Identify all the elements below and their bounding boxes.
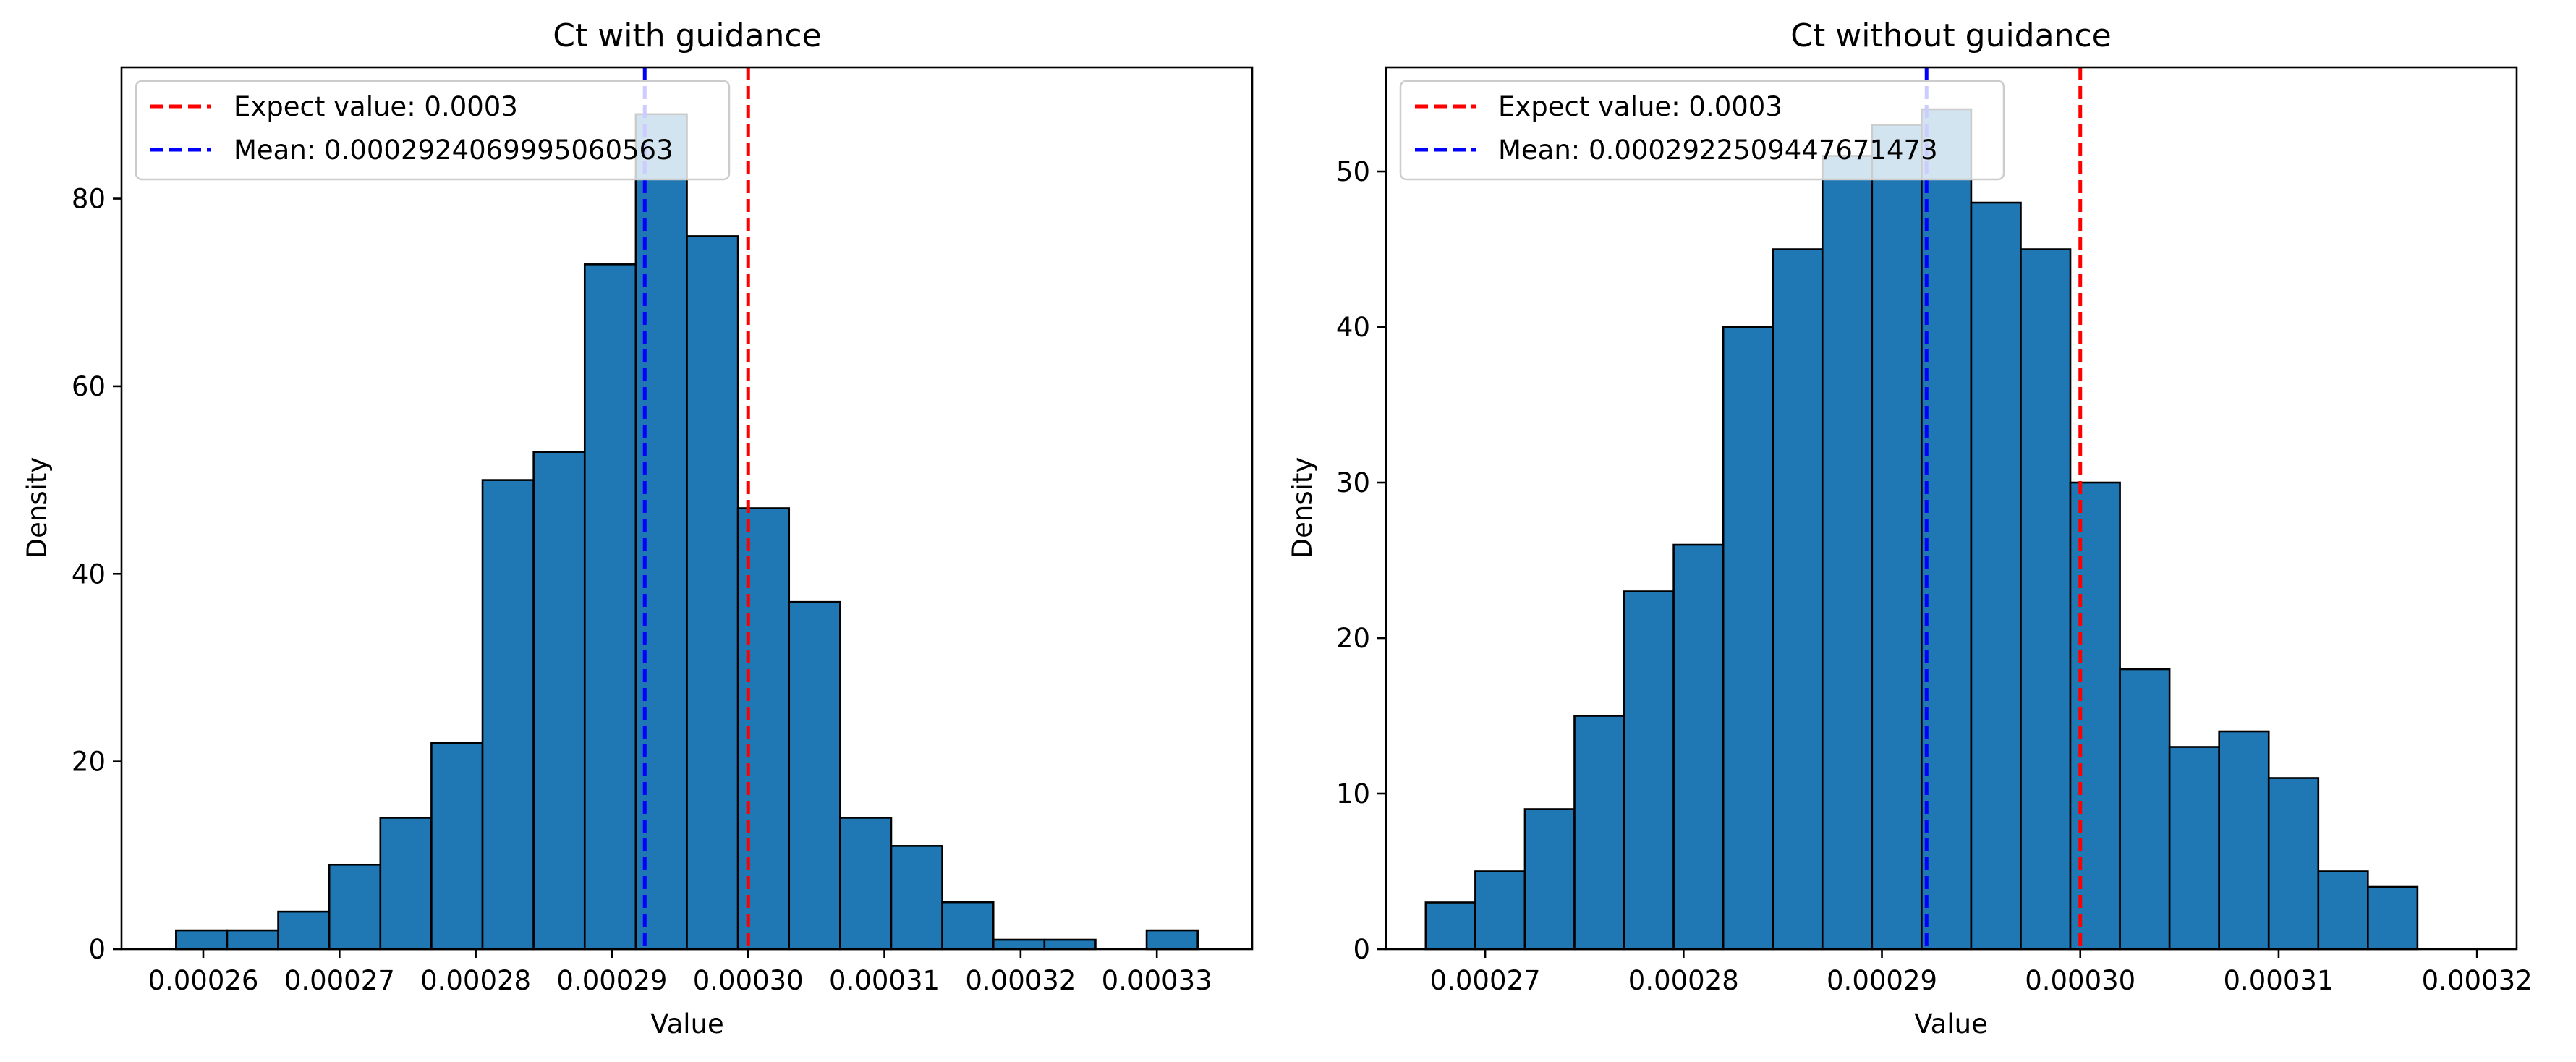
histogram-bar	[1871, 124, 1923, 951]
legend-label-expected: Expect value: 0.0003	[234, 91, 518, 122]
x-axis-ticks: 0.00027 0.00028 0.00029 0.00030 0.00031 0.000…	[1430, 949, 2533, 996]
legend-box	[1399, 80, 2005, 181]
y-tick-label: 30	[1336, 467, 1370, 498]
y-tick-label: 40	[1336, 312, 1370, 343]
histogram-bar	[788, 600, 841, 951]
y-tick-label: 50	[1336, 156, 1370, 187]
histogram-bar	[379, 817, 433, 951]
legend-label-expected: Expect value: 0.0003	[1498, 91, 1782, 122]
histogram-bar	[686, 235, 739, 951]
reference-lines	[1924, 67, 2083, 949]
x-tick-label: 0.00027	[284, 965, 395, 996]
histogram-bar	[1573, 715, 1625, 951]
x-axis-label: Value	[1914, 1008, 1988, 1040]
histogram-bar	[1921, 108, 1973, 951]
y-tick-label: 60	[72, 371, 106, 402]
histogram-bar	[2119, 668, 2171, 951]
legend-box	[135, 80, 731, 181]
y-axis-label: Density	[1287, 457, 1318, 559]
reference-lines	[642, 67, 750, 949]
y-tick-label: 40	[72, 558, 106, 590]
histogram-bar	[941, 901, 995, 951]
legend-label-mean: Mean: 0.0002924069995060563	[234, 135, 673, 166]
histogram-bar	[1772, 248, 1824, 951]
chart-panel-with-guidance: Ct with guidance 0.00026 0.00027 0.00028 0.…	[22, 17, 1254, 1040]
y-tick-label: 80	[72, 184, 106, 215]
x-tick-label: 0.00030	[693, 965, 804, 996]
plot-frame	[1385, 66, 2518, 951]
histogram-bar	[2267, 777, 2320, 951]
histogram-bar	[2069, 481, 2121, 951]
y-tick-label: 0	[88, 934, 106, 965]
x-tick-label: 0.00031	[829, 965, 940, 996]
legend: Expect value: 0.0003 Mean: 0.00029240699…	[135, 80, 731, 181]
histogram-bar	[736, 507, 791, 951]
histogram-bar	[1145, 929, 1199, 951]
histogram-bar	[2168, 746, 2220, 951]
histogram-bar	[226, 929, 279, 951]
chart-title: Ct without guidance	[1790, 17, 2111, 54]
x-tick-label: 0.00030	[2025, 965, 2135, 996]
histogram-bar	[1424, 901, 1476, 951]
y-tick-label: 20	[1336, 623, 1370, 654]
histogram-bar	[2367, 885, 2419, 951]
y-tick-label: 10	[1336, 778, 1370, 810]
x-tick-label: 0.00028	[1628, 965, 1739, 996]
x-tick-label: 0.00033	[1102, 965, 1212, 996]
histogram-bar	[839, 817, 893, 951]
histogram-bar	[1821, 155, 1874, 951]
y-tick-label: 20	[72, 747, 106, 778]
x-tick-label: 0.00029	[556, 965, 667, 996]
histogram-bar	[1970, 201, 2022, 951]
y-axis-label: Density	[22, 457, 53, 559]
legend-label-mean: Mean: 0.0002922509447671473	[1498, 135, 1938, 166]
x-tick-label: 0.00032	[2422, 965, 2533, 996]
y-tick-label: 0	[1353, 934, 1370, 965]
y-axis-ticks: 0 10 20 30 40 50	[1336, 156, 1386, 965]
histogram-bar	[430, 742, 484, 951]
histogram-bar	[481, 479, 535, 951]
x-tick-label: 0.00028	[420, 965, 531, 996]
x-tick-label: 0.00031	[2223, 965, 2334, 996]
histogram-bar	[583, 263, 637, 951]
histogram-bar	[175, 929, 229, 951]
histogram-bar	[1474, 870, 1526, 951]
histogram-bar	[532, 451, 586, 951]
bar-group	[1424, 108, 2419, 951]
x-axis-label: Value	[650, 1008, 724, 1040]
chart-title: Ct with guidance	[553, 17, 821, 54]
plot-frame	[120, 66, 1254, 951]
histogram-bar	[2020, 248, 2072, 951]
histogram-bar	[1722, 326, 1774, 951]
x-tick-label: 0.00029	[1827, 965, 1937, 996]
x-axis-ticks: 0.00026 0.00027 0.00028 0.00029 0.00030 0.000…	[148, 949, 1212, 996]
histogram-bar	[277, 910, 331, 951]
histogram-bar	[1043, 938, 1097, 951]
histogram-bar	[2218, 730, 2270, 951]
histogram-bar	[328, 863, 382, 951]
y-axis-ticks: 0 20 40 60 80	[72, 184, 122, 965]
histogram-bar	[1623, 590, 1675, 951]
chart-panel-without-guidance: Ct without guidance 0.00027 0.00028 0.0002…	[1287, 17, 2533, 1040]
x-tick-label: 0.00027	[1430, 965, 1541, 996]
histogram-bar	[2317, 870, 2369, 951]
x-tick-label: 0.00026	[148, 965, 258, 996]
histogram-bar	[1672, 543, 1725, 951]
x-tick-label: 0.00032	[965, 965, 1076, 996]
histogram-bar	[1523, 808, 1576, 951]
histogram-bar	[890, 845, 943, 951]
histogram-bar	[992, 938, 1046, 951]
legend: Expect value: 0.0003 Mean: 0.00029225094…	[1399, 80, 2005, 181]
